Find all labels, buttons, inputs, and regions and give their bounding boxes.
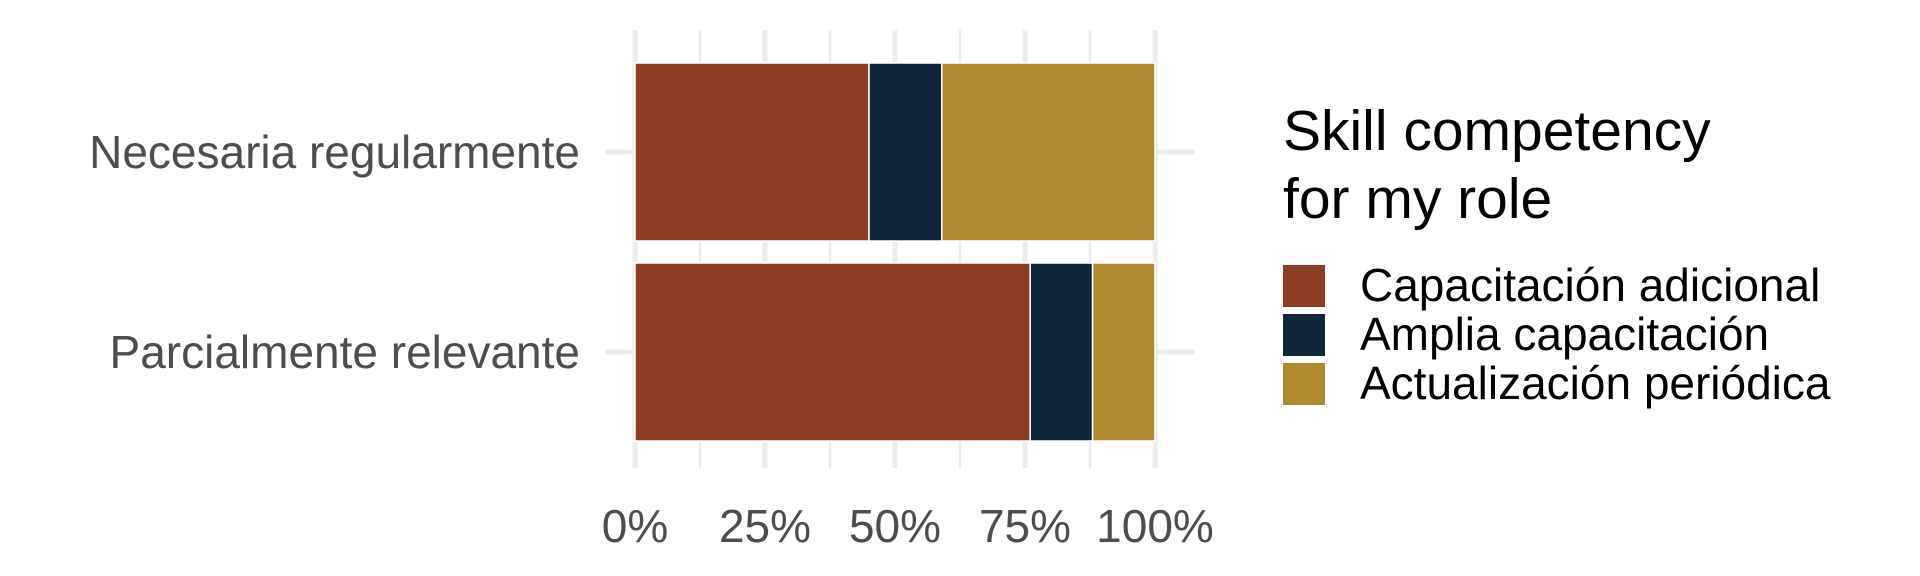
y-tick-label: Necesaria regularmente <box>89 126 580 178</box>
bar-parcialmente-relevante-capacitacion-adicional <box>634 262 1031 442</box>
legend-key-actualizacion-periodica <box>1283 363 1325 405</box>
legend-label: Actualización periódica <box>1360 357 1831 409</box>
legend-title-line: Skill competency <box>1283 99 1711 163</box>
bar-parcialmente-relevante-actualizacion-periodica <box>1091 262 1156 442</box>
x-tick-label: 25% <box>719 500 811 552</box>
bar-necesaria-regularmente-amplia-capacitacion <box>868 62 943 242</box>
y-tick-label: Parcialmente relevante <box>110 326 580 378</box>
legend-label: Amplia capacitación <box>1360 308 1769 360</box>
legend-label: Capacitación adicional <box>1360 259 1820 311</box>
x-tick-label: 0% <box>602 500 668 552</box>
legend-title-line: for my role <box>1283 167 1552 231</box>
y-axis: Necesaria regularmente Parcialmente relev… <box>89 126 580 378</box>
bar-necesaria-regularmente-actualizacion-periodica <box>941 62 1156 242</box>
bars <box>634 62 1156 442</box>
x-tick-label: 75% <box>979 500 1071 552</box>
bar-parcialmente-relevante-amplia-capacitacion <box>1029 262 1094 442</box>
x-tick-label: 100% <box>1096 500 1214 552</box>
legend-key-capacitacion-adicional <box>1283 265 1325 307</box>
x-axis: 0% 25% 50% 75% 100% <box>602 500 1214 552</box>
bar-necesaria-regularmente-capacitacion-adicional <box>634 62 870 242</box>
x-tick-label: 50% <box>849 500 941 552</box>
legend-key-amplia-capacitacion <box>1283 314 1325 356</box>
